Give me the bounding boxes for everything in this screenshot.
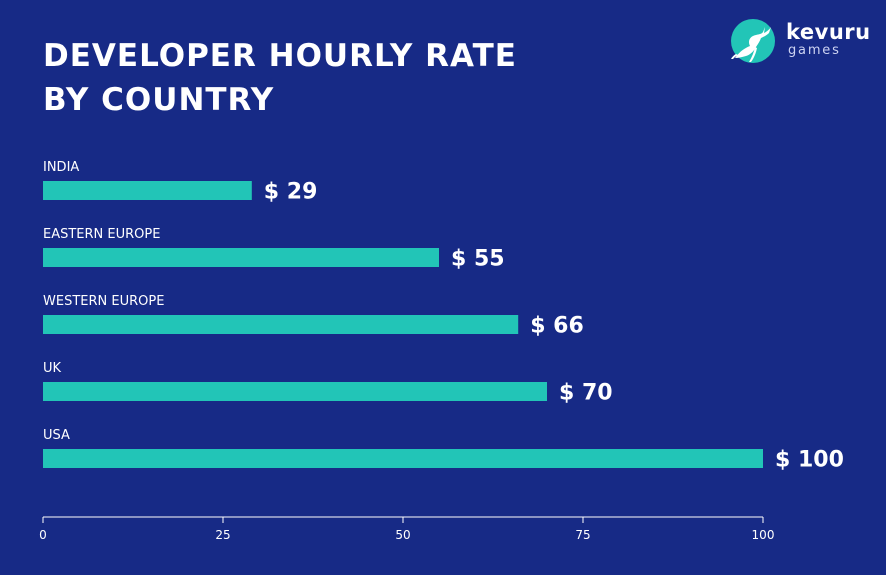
bar-india [43,181,252,200]
brand-name: kevuru [786,20,871,44]
x-tick-label-25: 25 [215,528,230,542]
category-label-usa: USA [43,428,70,443]
chart-title: DEVELOPER HOURLY RATE BY COUNTRY [43,34,517,122]
data-label-uk: $ 70 [559,381,613,406]
category-label-eastern-europe: EASTERN EUROPE [43,227,160,242]
x-tick-label-75: 75 [575,528,590,542]
brand-sub: games [788,43,841,58]
category-label-uk: UK [43,361,62,376]
x-tick-label-50: 50 [395,528,410,542]
x-tick-label-100: 100 [752,528,775,542]
data-label-india: $ 29 [264,180,318,205]
deer-icon [731,19,775,63]
bar-uk [43,382,547,401]
data-label-eastern-europe: $ 55 [451,247,505,272]
bar-eastern-europe [43,248,439,267]
bar-western-europe [43,315,519,334]
chart-title-line-1: DEVELOPER HOURLY RATE [43,38,517,74]
brand-logo: kevuru games [730,18,870,68]
x-tick-label-0: 0 [39,528,47,542]
category-label-india: INDIA [43,160,79,175]
category-label-western-europe: WESTERN EUROPE [43,294,164,309]
bar-usa [43,449,763,468]
chart-title-line-2: BY COUNTRY [43,82,275,118]
data-label-western-europe: $ 66 [530,314,584,339]
data-label-usa: $ 100 [775,448,844,473]
